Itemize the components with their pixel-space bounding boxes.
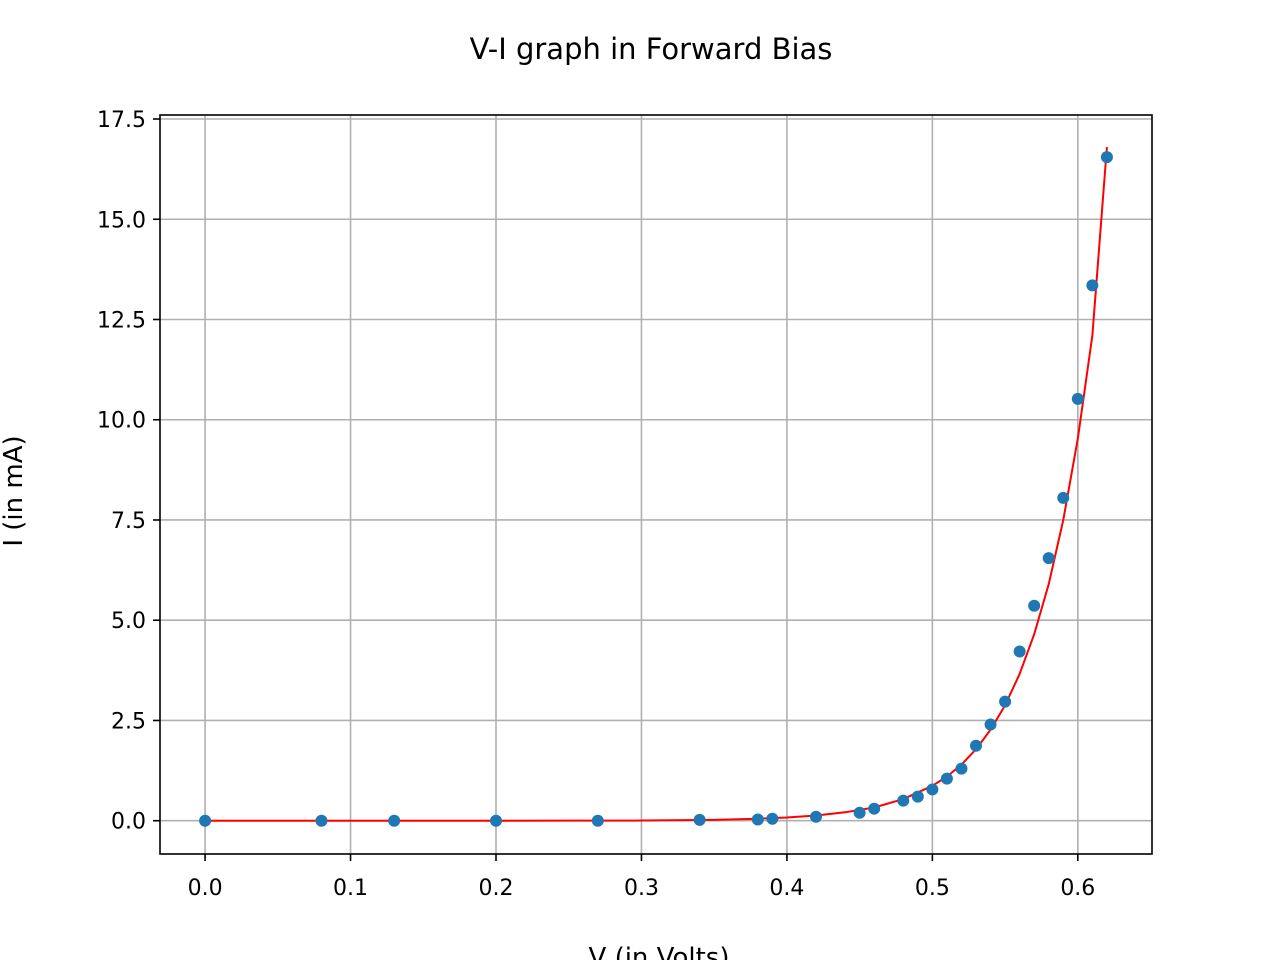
data-point [1028,599,1041,612]
data-point [970,739,982,752]
data-points-layer [199,151,1113,827]
y-tick-label: 7.5 [111,509,146,534]
data-point [868,802,881,815]
data-point [199,814,212,827]
x-axis: 0.0 0.1 0.2 0.3 0.4 0.5 0.6 [188,854,1095,901]
data-point [911,790,924,803]
data-point [1013,645,1026,658]
x-tick-label: 0.6 [1060,876,1095,901]
data-point [897,794,910,807]
x-axis-label: V (in Volts) [589,943,730,960]
y-tick-label: 10.0 [97,409,146,434]
x-tick-label: 0.4 [769,876,804,901]
x-tick-label: 0.1 [333,876,368,901]
data-point [693,813,706,826]
y-tick-label: 2.5 [111,709,146,734]
data-point [1057,491,1070,504]
x-tick-label: 0.3 [624,876,659,901]
data-point [388,814,401,827]
data-point [984,718,997,731]
y-axis: 0.0 2.5 5.0 7.5 10.0 12.5 15.0 17.5 [97,108,160,835]
x-tick-label: 0.0 [188,876,223,901]
data-point [766,812,779,825]
data-point [940,772,953,785]
data-point [751,813,764,826]
y-tick-label: 12.5 [97,308,146,333]
chart-title: V-I graph in Forward Bias [470,32,833,66]
plot-area-frame [159,114,1153,855]
data-point [853,806,866,819]
data-point [1100,151,1113,164]
data-point [1042,552,1055,565]
y-tick-label: 15.0 [97,208,146,233]
data-point [1071,392,1084,405]
data-point [490,814,502,827]
y-axis-label: I (in mA) [0,435,29,546]
x-tick-label: 0.2 [479,876,514,901]
data-point [955,762,968,775]
data-point [1086,279,1099,292]
y-tick-label: 5.0 [111,609,146,634]
y-tick-label: 0.0 [111,810,146,835]
data-point [315,814,328,827]
x-tick-label: 0.5 [915,876,950,901]
grid [160,115,1152,854]
data-point [999,695,1012,708]
data-point [926,783,939,796]
data-point [810,810,822,823]
y-tick-label: 17.5 [97,108,146,133]
data-point [591,814,604,827]
